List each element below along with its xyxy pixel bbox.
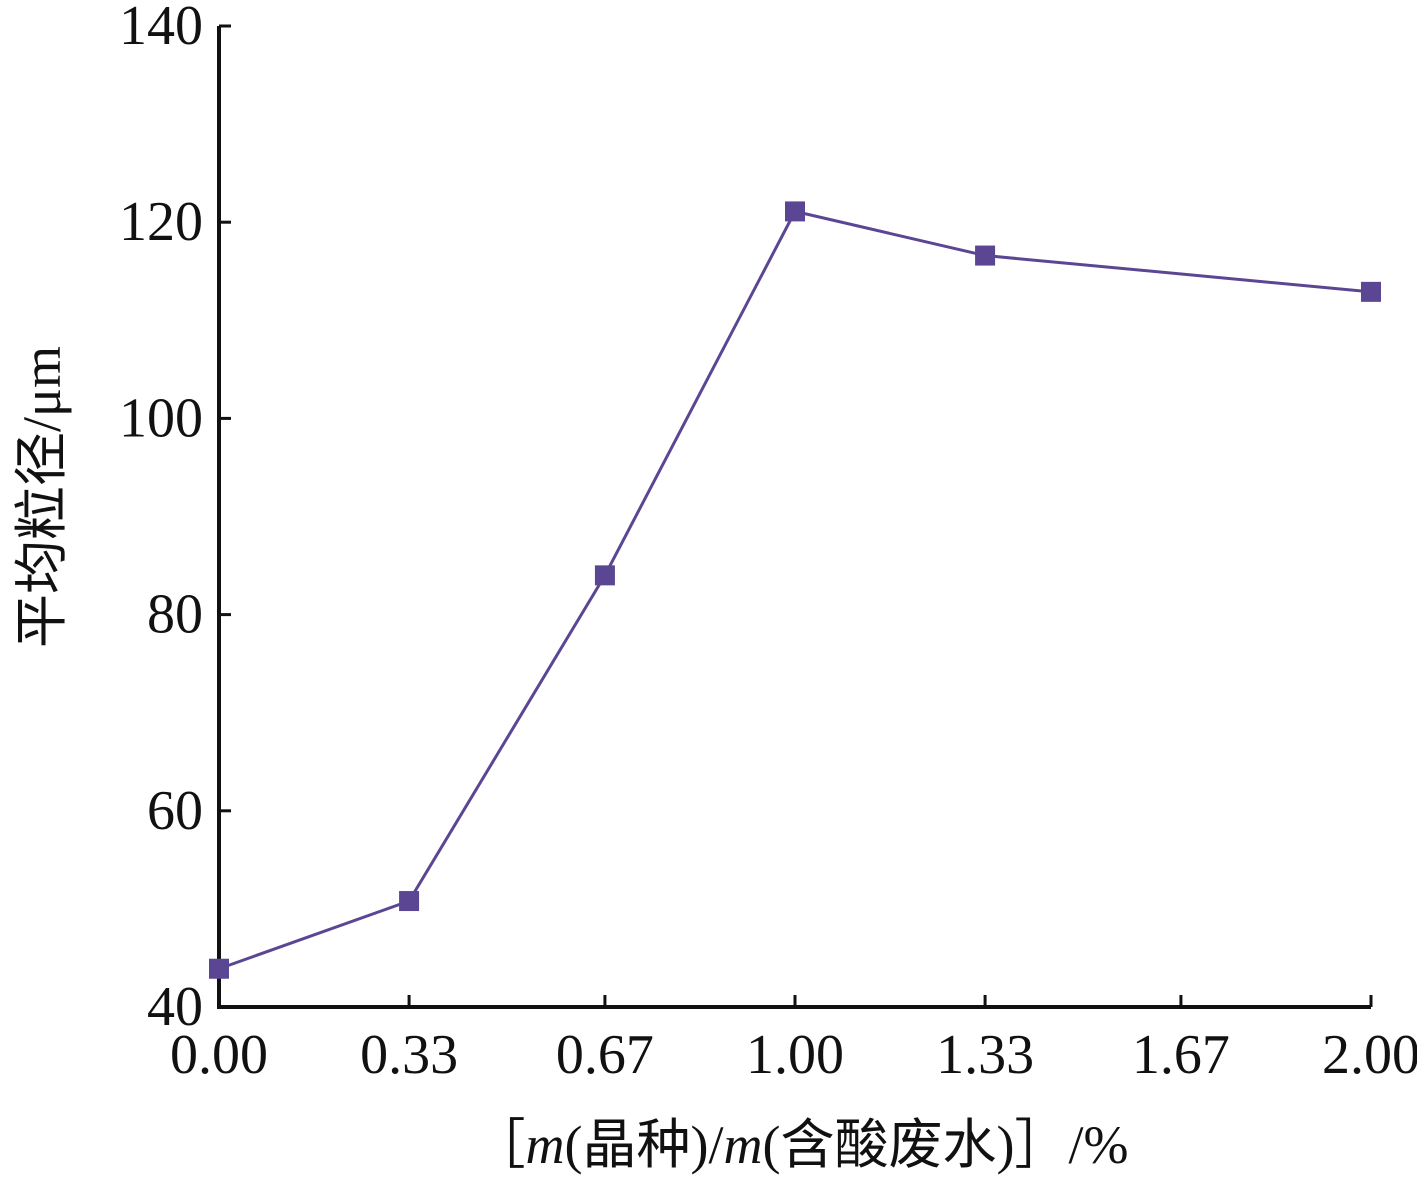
data-point-marker xyxy=(594,565,615,586)
series-line xyxy=(218,209,1372,971)
data-point-marker xyxy=(1361,281,1381,302)
series-layer xyxy=(209,201,1381,979)
x-tick-label: 0.33 xyxy=(360,1024,458,1086)
y-tick-label: 80 xyxy=(147,584,203,646)
y-tick-label: 100 xyxy=(119,387,203,449)
x-tick-label: 1.33 xyxy=(936,1024,1034,1086)
data-point-marker xyxy=(785,201,805,222)
x-tick-label: 1.67 xyxy=(1132,1024,1230,1086)
y-tick-label: 40 xyxy=(147,976,203,1038)
x-tick-label: 2.00 xyxy=(1322,1024,1417,1086)
axes xyxy=(217,26,1371,1009)
x-tick-label: 1.00 xyxy=(746,1024,844,1086)
x-axis-title: ［m(晶种)/m(含酸废水)］/% xyxy=(472,1115,1129,1175)
data-point-marker xyxy=(209,958,229,979)
x-tick-label: 0.00 xyxy=(170,1024,268,1086)
y-tick-label: 60 xyxy=(147,780,203,842)
x-tick-label: 0.67 xyxy=(556,1024,654,1086)
y-ticks: 40 60 80 100 120 140 xyxy=(119,0,231,1038)
x-ticks: 0.00 0.33 0.67 1.00 1.33 1.67 2.00 xyxy=(170,995,1417,1086)
data-point-marker xyxy=(399,891,420,912)
data-point-marker xyxy=(975,245,996,266)
y-tick-label: 120 xyxy=(119,191,203,253)
y-tick-label: 140 xyxy=(119,0,203,57)
y-axis-title: 平均粒径/μm xyxy=(12,346,72,648)
